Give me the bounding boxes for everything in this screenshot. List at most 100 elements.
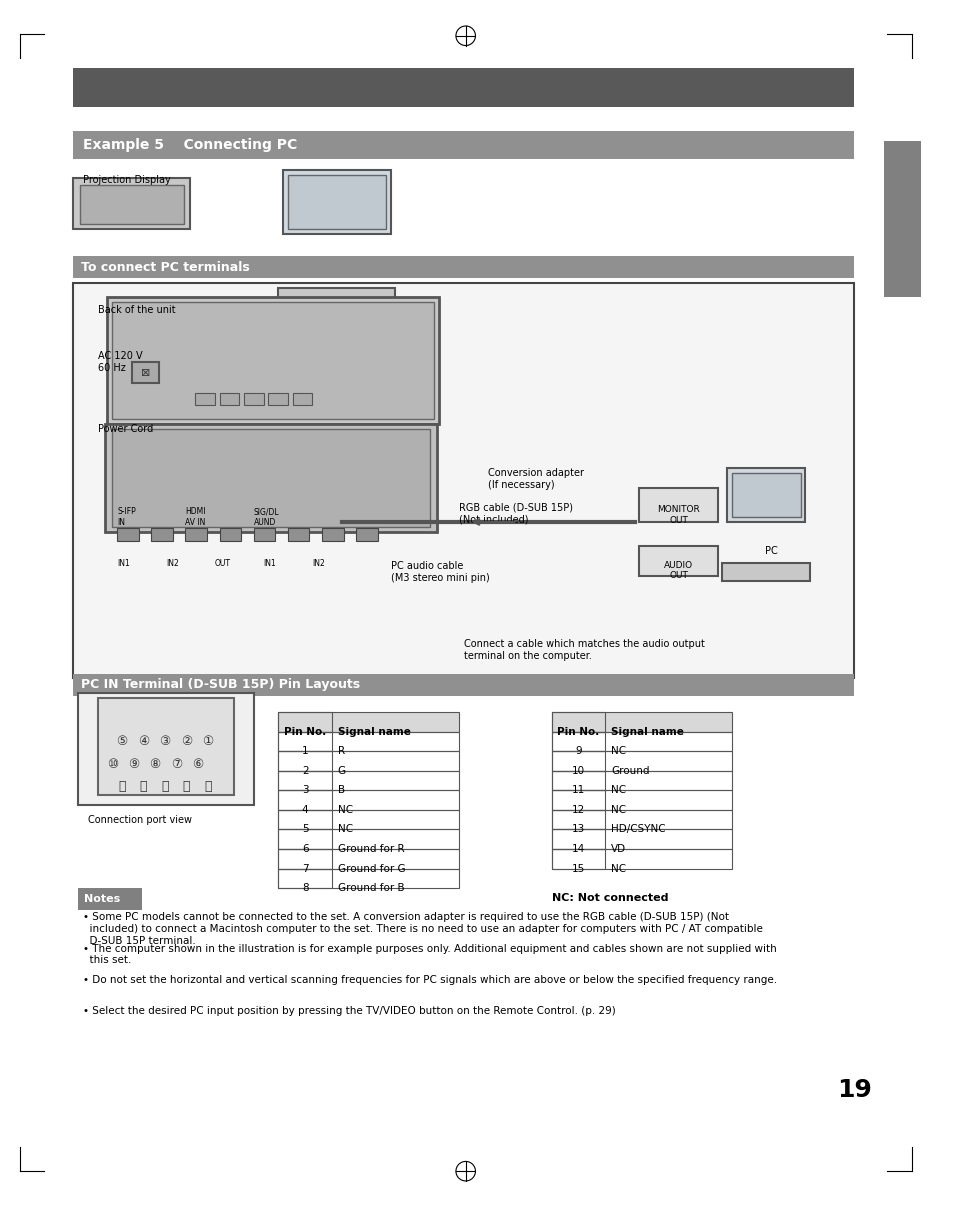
- Text: NC: Not connected: NC: Not connected: [551, 893, 667, 903]
- Text: ⑫: ⑫: [183, 780, 190, 793]
- Text: 8: 8: [301, 883, 308, 893]
- Text: S-IFP
IN: S-IFP IN: [117, 507, 135, 527]
- Bar: [278, 712, 458, 731]
- Bar: [551, 850, 604, 869]
- Text: 9: 9: [575, 746, 581, 757]
- Text: ⑪: ⑪: [204, 780, 212, 793]
- Bar: [551, 810, 604, 829]
- Text: NC: NC: [611, 864, 625, 874]
- Text: Projection Display: Projection Display: [83, 176, 171, 186]
- Bar: [73, 67, 853, 107]
- Text: AC 120 V
60 Hz: AC 120 V 60 Hz: [97, 351, 142, 372]
- Bar: [108, 298, 439, 424]
- Bar: [551, 731, 732, 752]
- Text: • Some PC models cannot be connected to the set. A conversion adapter is require: • Some PC models cannot be connected to …: [83, 912, 762, 946]
- Text: G: G: [337, 766, 346, 776]
- Text: OUT: OUT: [214, 559, 231, 568]
- Text: IN1: IN1: [117, 559, 130, 568]
- Text: ⊠: ⊠: [141, 368, 150, 377]
- Bar: [551, 829, 732, 850]
- Bar: [253, 528, 275, 541]
- Text: IN2: IN2: [166, 559, 178, 568]
- Bar: [278, 731, 458, 752]
- Bar: [278, 752, 332, 771]
- Bar: [278, 752, 458, 771]
- Text: B: B: [337, 786, 345, 795]
- Text: 1: 1: [301, 746, 308, 757]
- Bar: [278, 829, 332, 850]
- Bar: [112, 429, 429, 527]
- Text: NC: NC: [337, 805, 353, 815]
- Bar: [356, 528, 377, 541]
- Bar: [721, 563, 809, 581]
- Text: HDMI
AV IN: HDMI AV IN: [185, 507, 206, 527]
- Text: 3: 3: [301, 786, 308, 795]
- Bar: [278, 869, 458, 888]
- Bar: [278, 288, 395, 312]
- Text: Conversion adapter
(If necessary): Conversion adapter (If necessary): [488, 469, 583, 490]
- Text: VD: VD: [611, 844, 625, 854]
- Text: ⑨: ⑨: [128, 758, 139, 770]
- Text: PC audio cable
(M3 stereo mini pin): PC audio cable (M3 stereo mini pin): [390, 562, 489, 582]
- Text: ①: ①: [202, 735, 213, 748]
- Bar: [185, 528, 207, 541]
- Bar: [152, 528, 172, 541]
- Bar: [278, 850, 458, 869]
- Bar: [551, 850, 732, 869]
- Bar: [551, 771, 604, 790]
- Bar: [288, 176, 385, 229]
- Text: MONITOR
OUT: MONITOR OUT: [657, 505, 700, 524]
- Bar: [278, 869, 332, 888]
- Text: Ground for B: Ground for B: [337, 883, 404, 893]
- Bar: [268, 393, 288, 405]
- Bar: [78, 693, 253, 805]
- Bar: [278, 712, 332, 731]
- Text: Pin No.: Pin No.: [557, 727, 598, 737]
- Text: 12: 12: [571, 805, 584, 815]
- Bar: [219, 393, 239, 405]
- Bar: [551, 731, 604, 752]
- Text: IN1: IN1: [263, 559, 276, 568]
- Bar: [97, 698, 234, 795]
- Text: 13: 13: [571, 824, 584, 835]
- Text: R: R: [337, 746, 345, 757]
- Bar: [73, 675, 853, 695]
- Bar: [283, 170, 390, 234]
- Text: Ground for G: Ground for G: [337, 864, 405, 874]
- Text: Signal name: Signal name: [611, 727, 683, 737]
- Text: ⑦: ⑦: [171, 758, 182, 770]
- Text: ⑮: ⑮: [118, 780, 126, 793]
- Text: SIG/DL
AUND
OUT: SIG/DL AUND OUT: [253, 507, 279, 537]
- Text: HD/CSYNC: HD/CSYNC: [611, 824, 665, 835]
- Text: ⑩: ⑩: [107, 758, 118, 770]
- Bar: [195, 393, 214, 405]
- Bar: [293, 393, 312, 405]
- Text: ⑧: ⑧: [150, 758, 161, 770]
- Bar: [726, 469, 804, 522]
- Text: • Do not set the horizontal and vertical scanning frequencies for PC signals whi: • Do not set the horizontal and vertical…: [83, 975, 777, 984]
- Bar: [80, 186, 183, 224]
- Text: 11: 11: [571, 786, 584, 795]
- Bar: [288, 528, 309, 541]
- Bar: [551, 790, 732, 810]
- Text: IN2: IN2: [312, 559, 325, 568]
- Bar: [551, 712, 732, 731]
- Text: 19: 19: [836, 1078, 871, 1103]
- Bar: [278, 790, 458, 810]
- Text: Ground: Ground: [611, 766, 649, 776]
- Bar: [73, 178, 191, 229]
- Bar: [106, 424, 436, 531]
- Bar: [551, 829, 604, 850]
- Text: Getting Started: Getting Started: [896, 327, 906, 424]
- Bar: [551, 810, 732, 829]
- Text: Example 5    Connecting PC: Example 5 Connecting PC: [83, 139, 297, 152]
- Bar: [278, 771, 458, 790]
- Text: ④: ④: [138, 735, 149, 748]
- Text: Ground for R: Ground for R: [337, 844, 404, 854]
- Bar: [132, 362, 159, 383]
- Text: NC: NC: [611, 805, 625, 815]
- Bar: [73, 131, 853, 159]
- Text: 15: 15: [571, 864, 584, 874]
- Bar: [732, 474, 800, 517]
- Bar: [278, 771, 332, 790]
